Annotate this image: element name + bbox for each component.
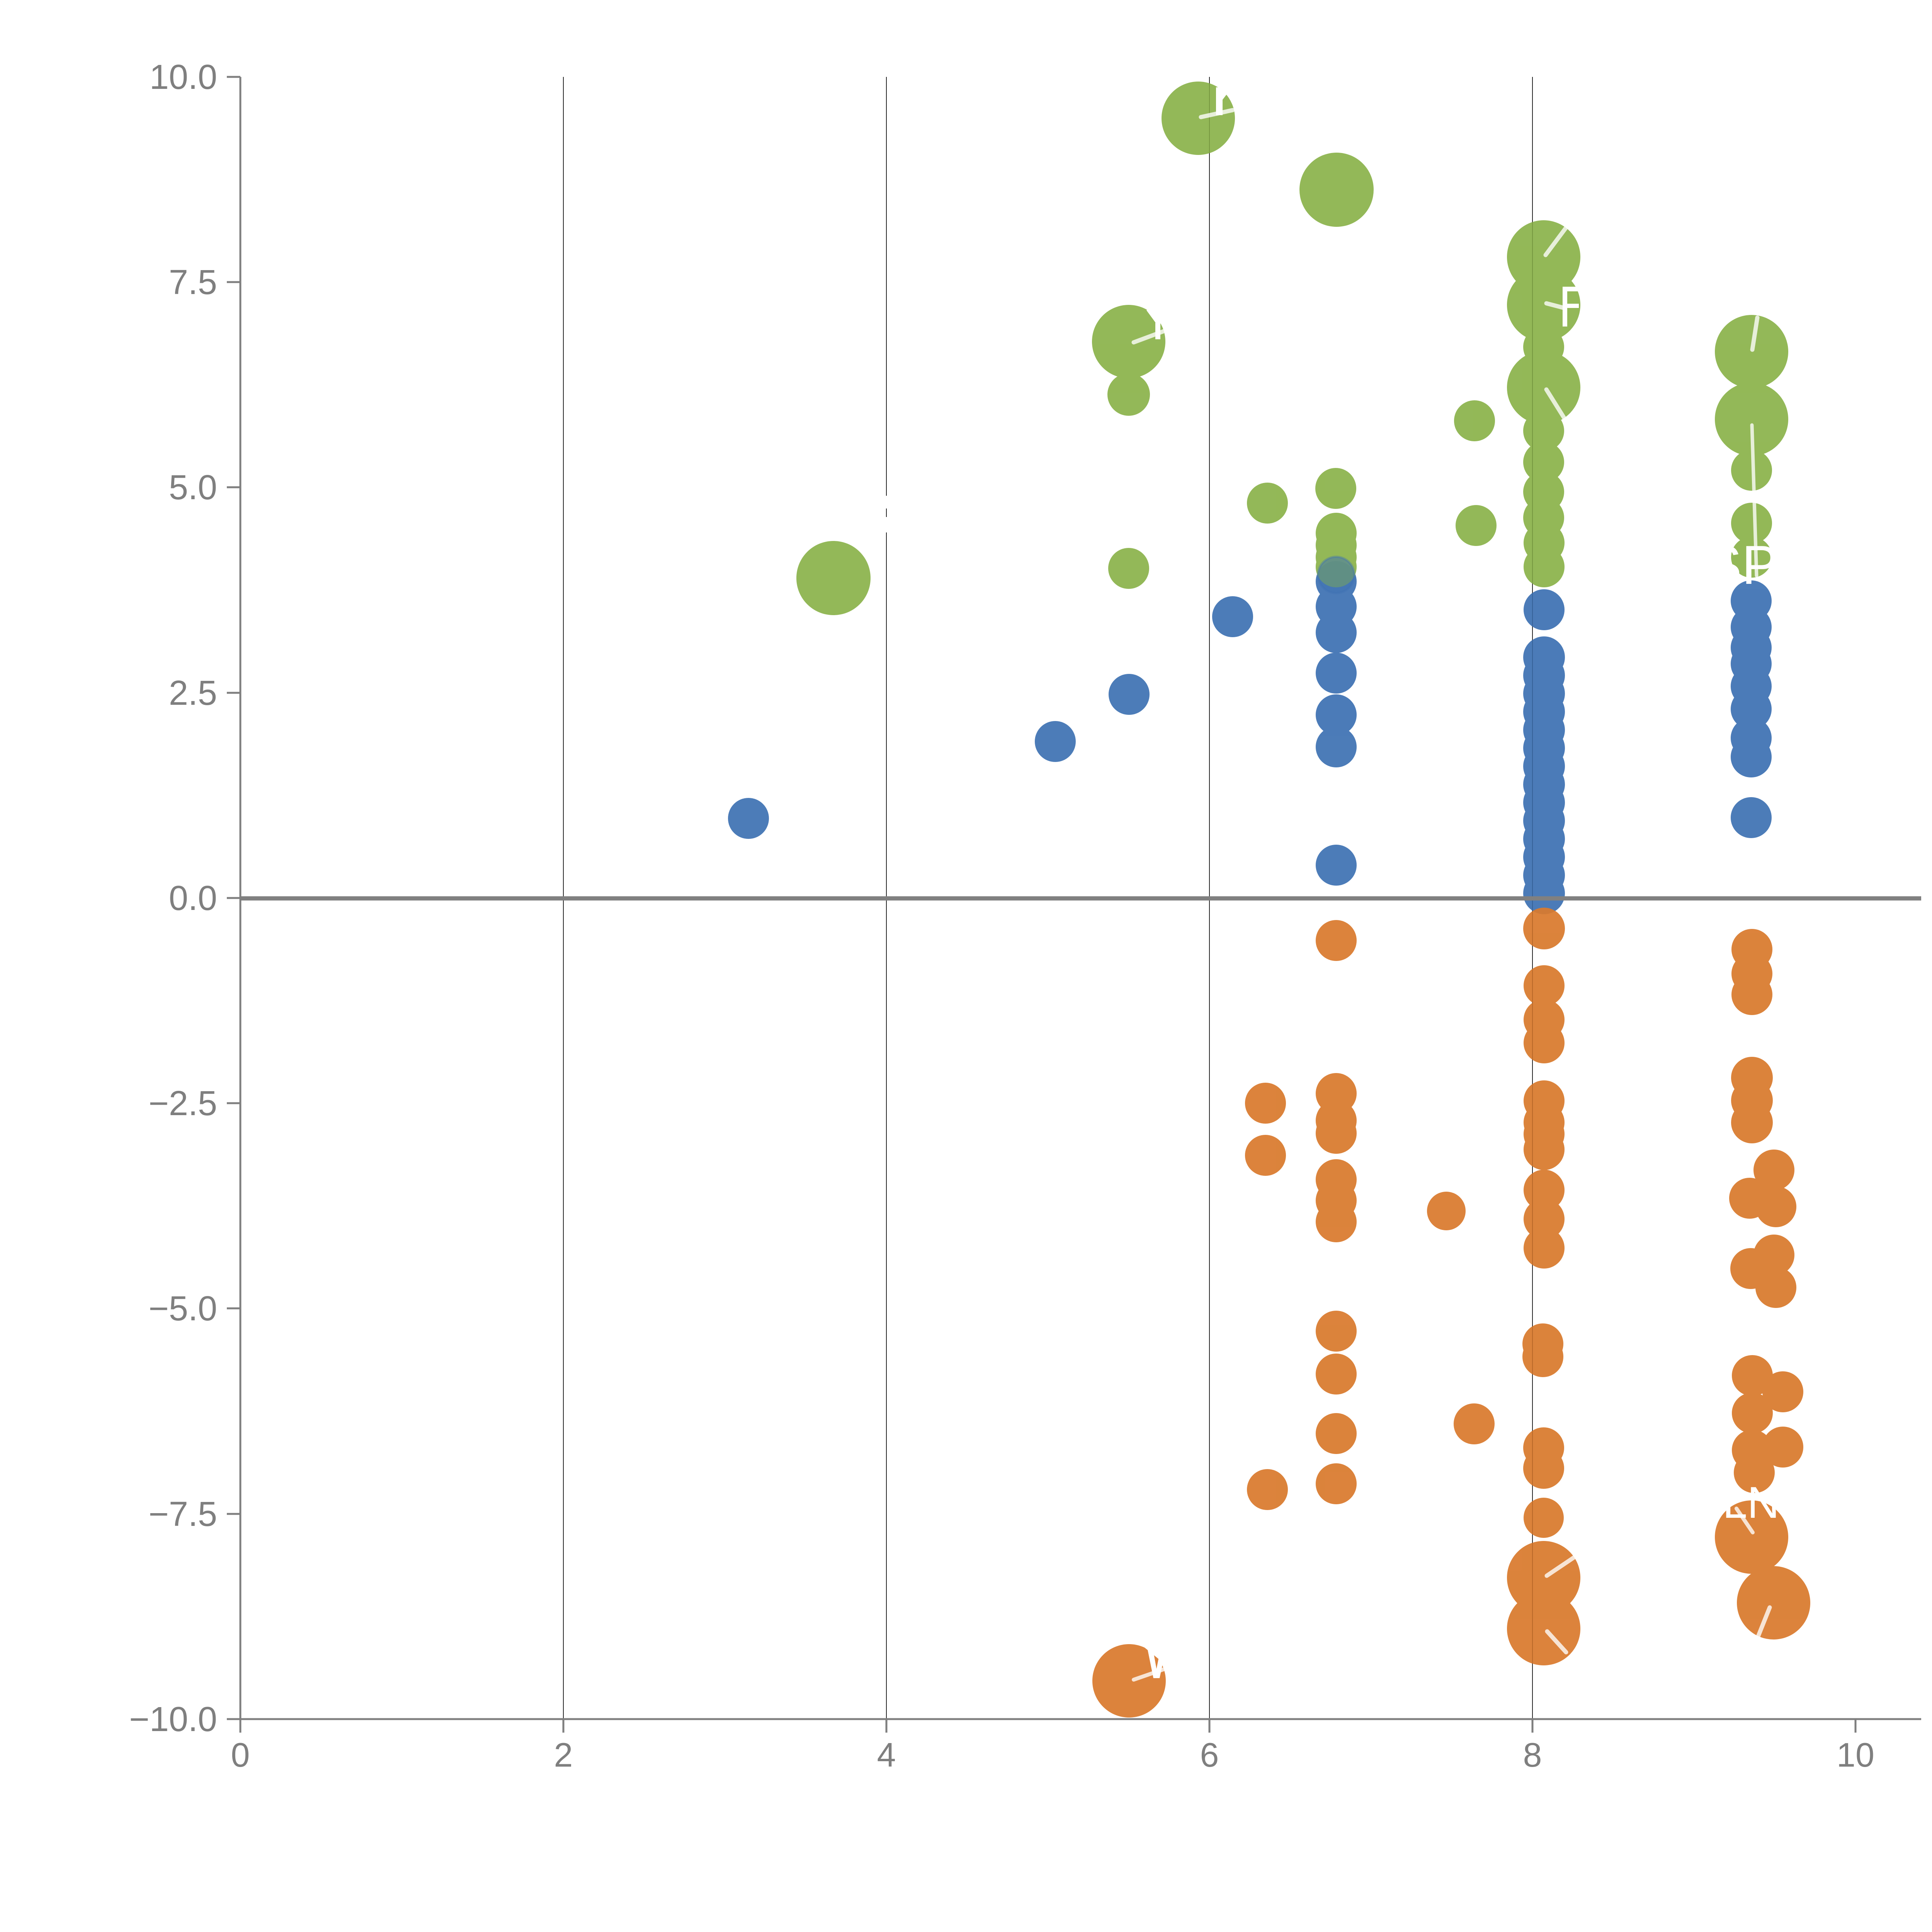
svg-text:5.0: 5.0 xyxy=(169,468,217,507)
svg-text:SP: SP xyxy=(1705,534,1778,596)
svg-text:−10.0: −10.0 xyxy=(129,1700,217,1739)
svg-text:2: 2 xyxy=(554,1736,573,1774)
svg-text:6: 6 xyxy=(1200,1736,1219,1774)
svg-text:10.0: 10.0 xyxy=(150,58,217,97)
svg-text:8: 8 xyxy=(1523,1736,1542,1774)
svg-text:10: 10 xyxy=(1837,1736,1874,1774)
svg-text:−5.0: −5.0 xyxy=(148,1289,217,1328)
svg-text:−7.5: −7.5 xyxy=(148,1495,217,1534)
svg-text:−2.5: −2.5 xyxy=(148,1084,217,1123)
svg-text:0.0: 0.0 xyxy=(169,879,217,918)
svg-text:0: 0 xyxy=(231,1736,250,1774)
svg-text:4: 4 xyxy=(877,1736,896,1774)
svg-text:2.5: 2.5 xyxy=(169,674,217,713)
svg-text:7.5: 7.5 xyxy=(169,263,217,302)
svg-text:LN: LN xyxy=(1723,1478,1779,1527)
